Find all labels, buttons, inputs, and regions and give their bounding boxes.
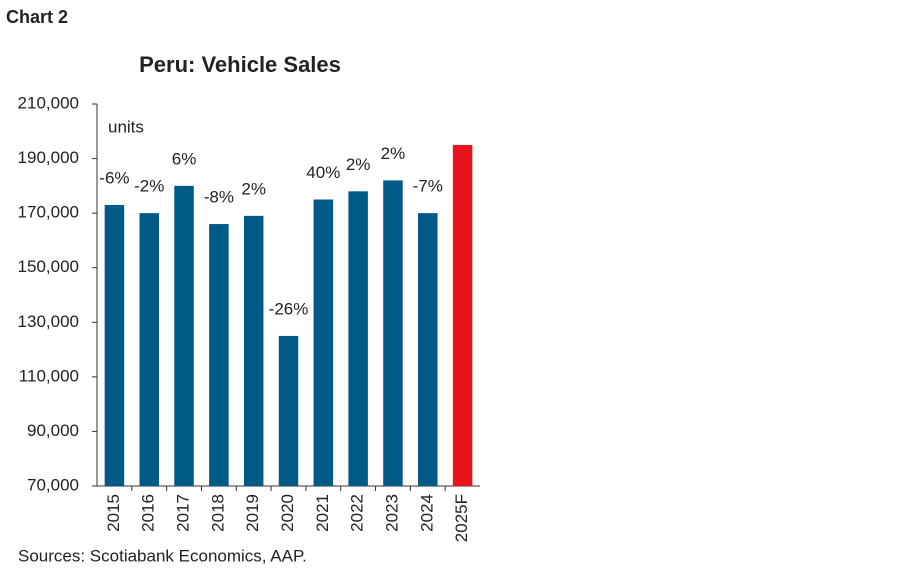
bar [278, 335, 299, 486]
bar [209, 224, 229, 487]
bar [418, 213, 438, 486]
y-tick-label: 110,000 [19, 366, 79, 385]
bar [383, 180, 403, 486]
chart-header: Chart 2 [6, 7, 68, 27]
bar [174, 185, 194, 486]
growth-label: 2% [241, 179, 266, 198]
x-tick-label: 2016 [139, 494, 158, 532]
y-tick-label: 190,000 [18, 148, 79, 167]
growth-label: 6% [172, 149, 197, 168]
x-tick-label: 2024 [417, 494, 436, 532]
x-tick-label: 2017 [174, 494, 193, 532]
y-unit-label: units [108, 117, 144, 136]
y-tick-label: 130,000 [18, 312, 79, 331]
bar [139, 213, 159, 486]
x-tick-label: 2019 [243, 494, 262, 532]
growth-label: -8% [204, 188, 234, 207]
source-note: Sources: Scotiabank Economics, AAP. [18, 546, 307, 565]
chart-title: Peru: Vehicle Sales [139, 52, 341, 77]
x-tick-label: 2022 [348, 494, 367, 532]
bar [313, 199, 334, 486]
growth-label: -26% [269, 299, 309, 318]
x-tick-label: 2020 [278, 494, 297, 532]
y-tick-label: 70,000 [27, 475, 79, 494]
bar [243, 215, 264, 486]
x-tick-label: 2021 [313, 494, 332, 532]
y-tick-label: 170,000 [18, 203, 79, 222]
growth-label: 2% [346, 155, 371, 174]
x-tick-label: 2023 [382, 494, 401, 532]
bar [104, 204, 125, 486]
y-tick-label: 210,000 [18, 93, 79, 112]
growth-label: -6% [99, 168, 129, 187]
y-tick-label: 90,000 [27, 421, 79, 440]
bar [452, 144, 473, 486]
y-tick-label: 150,000 [18, 257, 79, 276]
x-tick-label: 2015 [104, 494, 123, 532]
growth-label: -2% [134, 177, 164, 196]
x-tick-label: 2018 [208, 494, 227, 532]
growth-label: 2% [381, 144, 406, 163]
growth-label: -7% [413, 177, 443, 196]
x-tick-label: 2025F [452, 494, 471, 542]
growth-label: 40% [306, 163, 340, 182]
bar [348, 191, 368, 487]
